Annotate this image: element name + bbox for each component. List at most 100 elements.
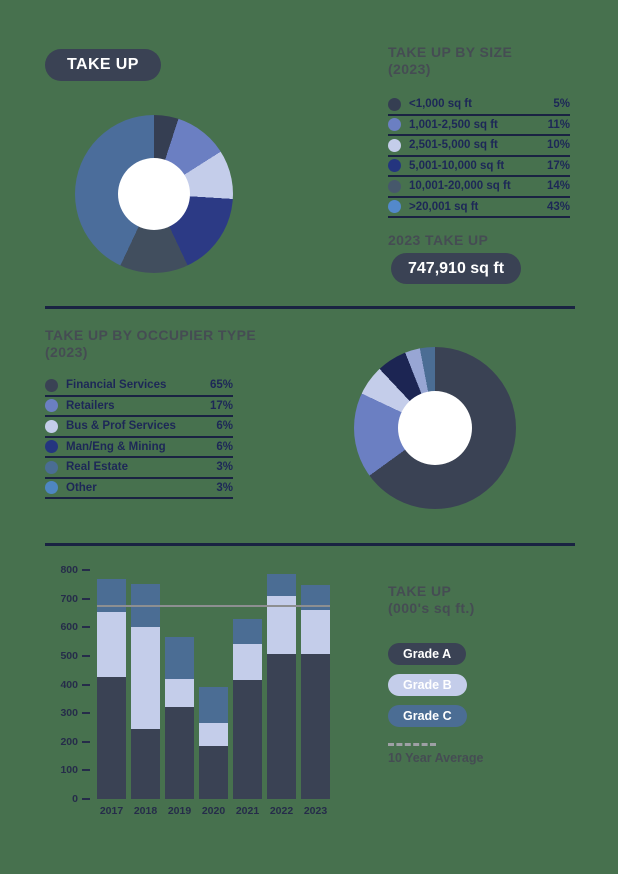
legend-label: 10,001-20,000 sq ft: [409, 180, 511, 193]
legend-dot: [45, 481, 58, 495]
bar-segment-grade-a: [233, 680, 262, 799]
legend-value: 6%: [216, 440, 233, 453]
y-axis-tick-label: 300: [60, 707, 78, 720]
legend-row: >20,001 sq ft 43%: [388, 198, 570, 218]
legend-label: 2,501-5,000 sq ft: [409, 139, 498, 152]
bar-2019: [165, 570, 194, 799]
bar-segment-grade-b: [301, 610, 330, 654]
x-axis-label: 2017: [99, 805, 124, 817]
y-axis-tick: 100: [60, 764, 90, 776]
grade-a-pill: Grade A: [388, 643, 467, 665]
take-up-badge: TAKE UP: [45, 49, 161, 81]
bar-chart-xlabels: 2017 2018 2019 2020 2021 2022 2023: [97, 805, 330, 817]
bar-2018: [131, 570, 160, 799]
legend-dot: [45, 378, 58, 392]
bar-2017: [97, 570, 126, 799]
bar-segment-grade-b: [199, 723, 228, 747]
legend-label: 1,001-2,500 sq ft: [409, 118, 498, 131]
y-axis-tick: 600: [60, 621, 90, 633]
y-axis-tick: 500: [60, 650, 90, 662]
bar-segment-grade-c: [165, 637, 194, 679]
y-axis-tick-mark: [82, 597, 90, 600]
legend-row: 2,501-5,000 sq ft 10%: [388, 136, 570, 157]
legend-row: <1,000 sq ft 5%: [388, 95, 570, 116]
total-take-up-value: 747,910 sq ft: [408, 259, 505, 277]
legend-label: 5,001-10,000 sq ft: [409, 159, 505, 172]
bar-chart-plot: [97, 570, 330, 799]
y-axis-tick-label: 200: [60, 735, 78, 748]
legend-label: Bus & Prof Services: [66, 420, 176, 433]
y-axis-tick-mark: [82, 626, 90, 629]
legend-label: Real Estate: [66, 461, 129, 474]
total-take-up-badge: 747,910 sq ft: [391, 253, 522, 284]
bar-segment-grade-c: [267, 574, 296, 596]
bar-segment-grade-c: [233, 618, 262, 645]
legend-label: Financial Services: [66, 379, 167, 392]
y-axis-tick: 400: [60, 679, 90, 691]
y-axis-tick-label: 400: [60, 678, 78, 691]
x-axis-label: 2022: [269, 805, 294, 817]
occupier-legend: Financial Services 65% Retailers 17% Bus…: [45, 376, 233, 499]
legend-label: Man/Eng & Mining: [66, 440, 166, 453]
size-donut-chart: [75, 115, 233, 273]
legend-value: 10%: [546, 139, 570, 152]
y-axis-tick: 700: [60, 593, 90, 605]
legend-row: Man/Eng & Mining 6%: [45, 438, 233, 458]
take-up-badge-label: TAKE UP: [67, 56, 139, 73]
legend-dot: [388, 97, 401, 111]
legend-row: 5,001-10,000 sq ft 17%: [388, 157, 570, 177]
legend-dot: [388, 138, 401, 152]
bar-chart-title-line1: TAKE UP: [388, 583, 452, 599]
occupier-section-title: TAKE UP BY OCCUPIER TYPE (2023): [45, 327, 256, 361]
x-axis-label: 2020: [201, 805, 226, 817]
legend-value: 65%: [209, 379, 233, 392]
bar-segment-grade-a: [301, 653, 330, 799]
y-axis-tick-mark: [82, 798, 90, 800]
grade-b-label: Grade B: [403, 678, 452, 692]
y-axis-tick-label: 800: [60, 564, 78, 576]
y-axis-tick-mark: [82, 569, 90, 571]
legend-value: 5%: [553, 98, 570, 111]
average-line: [97, 604, 330, 607]
grade-b-pill: Grade B: [388, 674, 467, 696]
legend-row: Real Estate 3%: [45, 458, 233, 479]
y-axis-tick-label: 0: [72, 793, 78, 805]
y-axis-tick: 0: [72, 793, 90, 805]
donut-hole: [118, 158, 190, 230]
y-axis-tick-label: 500: [60, 649, 78, 662]
bar-segment-grade-b: [165, 678, 194, 708]
bar-2021: [233, 570, 262, 799]
bar-chart-bars: [97, 570, 330, 799]
bar-2023: [301, 570, 330, 799]
legend-value: 3%: [216, 461, 233, 474]
y-axis-tick-label: 600: [60, 621, 78, 634]
x-axis-label: 2019: [167, 805, 192, 817]
bar-chart-title: TAKE UP (000's sq ft.): [388, 583, 475, 617]
legend-value: 14%: [546, 180, 570, 193]
legend-dot: [388, 118, 401, 132]
y-axis-tick: 200: [60, 736, 90, 748]
occupier-title-line1: TAKE UP BY OCCUPIER TYPE: [45, 327, 257, 343]
y-axis-tick-mark: [82, 654, 90, 657]
legend-dot: [45, 419, 58, 433]
bar-segment-grade-b: [131, 627, 160, 729]
legend-value: 43%: [546, 200, 570, 213]
legend-dot: [388, 179, 401, 193]
y-axis-tick-label: 100: [60, 764, 78, 777]
legend-value: 3%: [216, 481, 233, 494]
size-section-title: TAKE UP BY SIZE (2023): [388, 44, 512, 78]
average-line-swatch: [388, 743, 436, 746]
y-axis-tick-mark: [82, 683, 90, 686]
size-title-line2: (2023): [388, 61, 431, 77]
legend-row: Other 3%: [45, 479, 233, 499]
legend-value: 17%: [546, 159, 570, 172]
x-axis-label: 2021: [235, 805, 260, 817]
grade-c-pill: Grade C: [388, 705, 467, 727]
y-axis-tick-mark: [82, 740, 90, 743]
y-axis-tick: 300: [60, 707, 90, 719]
bar-segment-grade-b: [97, 611, 126, 678]
legend-row: Retailers 17%: [45, 397, 233, 417]
total-take-up-title: 2023 TAKE UP: [388, 232, 489, 248]
legend-row: 10,001-20,000 sq ft 14%: [388, 177, 570, 198]
